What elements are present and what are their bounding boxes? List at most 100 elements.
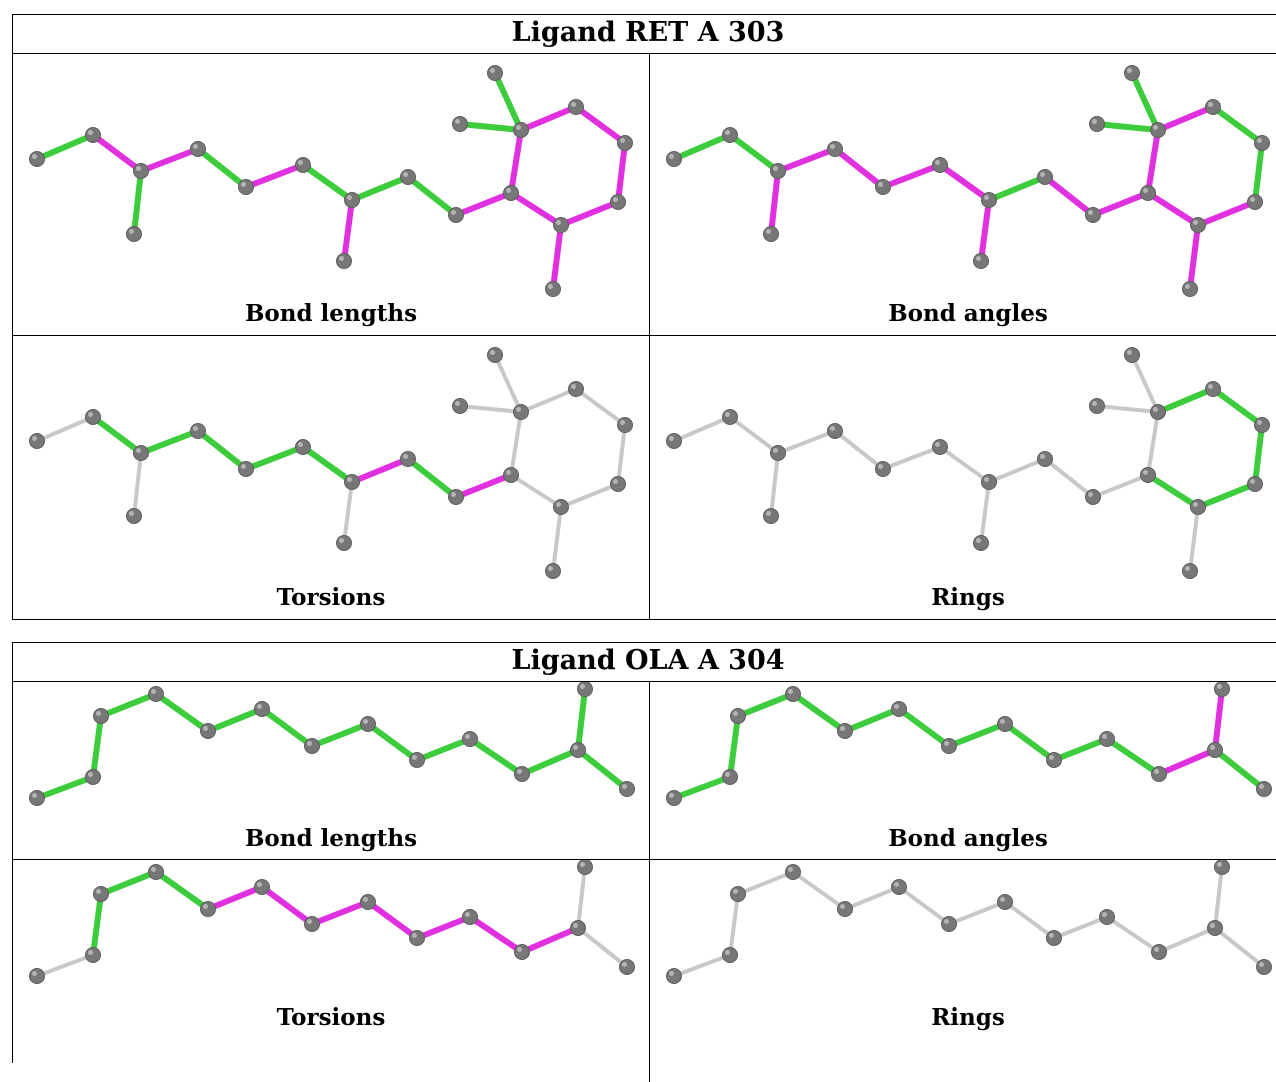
atom-highlight — [129, 511, 134, 516]
atom-highlight — [193, 426, 198, 431]
atom — [85, 409, 101, 425]
bond — [90, 713, 104, 780]
atom-highlight — [517, 947, 522, 952]
atom-highlight — [773, 166, 778, 171]
atom — [722, 409, 738, 425]
atom-highlight — [830, 426, 835, 431]
cell-bond-lengths: Bond lengths — [13, 54, 649, 335]
atom — [1046, 930, 1062, 946]
cell-torsions: Torsions — [13, 336, 649, 619]
bond — [98, 869, 159, 897]
atom — [837, 723, 853, 739]
atom-highlight — [620, 420, 625, 425]
atom-highlight — [1127, 68, 1132, 73]
atom-highlight — [1185, 566, 1190, 571]
atom — [344, 192, 360, 208]
atom-highlight — [257, 882, 262, 887]
atom-highlight — [548, 284, 553, 289]
atom-highlight — [1217, 862, 1222, 867]
bond — [881, 445, 942, 471]
atom-highlight — [203, 904, 208, 909]
bond — [769, 451, 780, 518]
atom-highlight — [733, 711, 738, 716]
atom — [570, 742, 586, 758]
bond — [138, 146, 201, 174]
molecule-diagram — [666, 860, 1272, 984]
bond — [405, 174, 459, 218]
atom — [666, 968, 682, 984]
atom — [462, 731, 478, 747]
bond — [138, 428, 201, 456]
atom — [722, 127, 738, 143]
atom — [514, 766, 530, 782]
bond — [131, 168, 144, 237]
bond — [576, 865, 587, 930]
atom — [85, 127, 101, 143]
atom — [503, 185, 519, 201]
atom — [304, 916, 320, 932]
caption-bond-angles: Bond angles — [888, 300, 1048, 327]
atom-highlight — [347, 477, 352, 482]
bond — [1145, 127, 1161, 196]
atom-highlight — [129, 229, 134, 234]
atom-highlight — [1049, 755, 1054, 760]
bond — [978, 197, 992, 264]
atom-highlight — [1250, 197, 1255, 202]
atom — [1256, 959, 1272, 975]
atom-highlight — [725, 950, 730, 955]
molecule-diagram — [29, 860, 635, 984]
atom-highlight — [622, 784, 627, 789]
bond — [35, 415, 95, 443]
atom-highlight — [1049, 933, 1054, 938]
atom — [1085, 489, 1101, 505]
column-divider — [649, 682, 650, 1082]
atom — [409, 930, 425, 946]
atom-highlight — [451, 210, 456, 215]
atom — [770, 163, 786, 179]
atom-highlight — [339, 256, 344, 261]
atom — [409, 752, 425, 768]
atom — [941, 738, 957, 754]
bond — [986, 174, 1048, 203]
atom — [503, 467, 519, 483]
bond — [880, 162, 943, 190]
atom-highlight — [944, 919, 949, 924]
atom — [448, 207, 464, 223]
atom-highlight — [1208, 102, 1213, 107]
bond — [1130, 353, 1160, 414]
atom — [126, 508, 142, 524]
atom — [1254, 417, 1270, 433]
atom — [941, 916, 957, 932]
atom-highlight — [976, 538, 981, 543]
atom — [875, 179, 891, 195]
atom-highlight — [298, 160, 303, 165]
atom-highlight — [725, 772, 730, 777]
atom — [610, 476, 626, 492]
atom-highlight — [1154, 947, 1159, 952]
atom-highlight — [151, 689, 156, 694]
atom-highlight — [465, 912, 470, 917]
atom — [730, 708, 746, 724]
atom — [487, 347, 503, 363]
atom-highlight — [766, 511, 771, 516]
bond — [1091, 473, 1150, 499]
atom-highlight — [96, 889, 101, 894]
atom — [785, 686, 801, 702]
molecule-diagram — [29, 347, 633, 579]
atom-highlight — [1259, 962, 1264, 967]
atom-highlight — [1153, 407, 1158, 412]
atom-highlight — [1092, 401, 1097, 406]
atom — [336, 535, 352, 551]
atom — [452, 116, 468, 132]
bond — [457, 121, 524, 133]
ligand-ret-table: Ligand RET A 303 Bond lengths Bond angle… — [12, 14, 1276, 620]
caption-rings: Rings — [931, 1004, 1005, 1031]
atom-highlight — [669, 436, 674, 441]
atom-highlight — [878, 182, 883, 187]
bond — [574, 387, 627, 427]
cell-bond-lengths: Bond lengths — [13, 682, 649, 859]
atom-highlight — [1193, 220, 1198, 225]
atom — [553, 499, 569, 515]
bond — [946, 721, 1008, 749]
bond — [98, 691, 159, 719]
